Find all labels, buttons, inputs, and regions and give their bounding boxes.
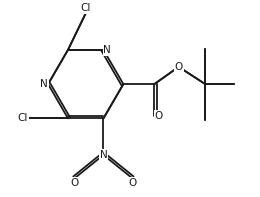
Text: N: N [40,79,48,89]
Text: Cl: Cl [81,3,91,13]
Text: O: O [70,178,79,188]
Text: O: O [128,178,136,188]
Text: O: O [154,111,162,121]
Text: O: O [174,62,183,72]
Text: N: N [103,45,111,55]
Text: N: N [100,150,107,160]
Text: Cl: Cl [18,113,28,124]
